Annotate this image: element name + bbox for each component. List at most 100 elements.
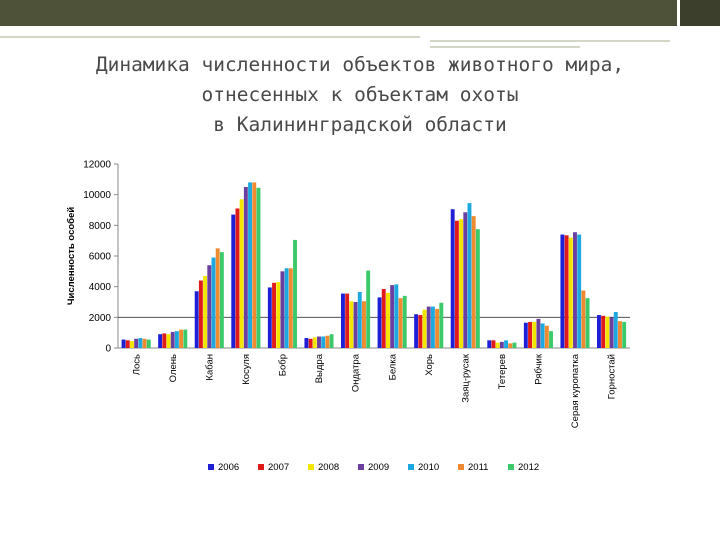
bar-2009 xyxy=(134,338,139,348)
legend-swatch xyxy=(458,464,464,470)
bar-2012 xyxy=(256,187,261,348)
bar-2008 xyxy=(385,292,390,348)
bar-2008 xyxy=(129,341,134,348)
legend-swatch xyxy=(358,464,364,470)
slide-top-bar xyxy=(0,0,720,26)
bar-2006 xyxy=(231,214,236,348)
slide-title: Динамика численности объектов животного … xyxy=(40,50,680,140)
bar-2012 xyxy=(512,342,517,348)
legend-label: 2008 xyxy=(318,462,339,473)
bar-2006 xyxy=(341,293,345,348)
x-tick-label: Заяц-русак xyxy=(460,353,471,403)
bar-2006 xyxy=(414,314,419,348)
legend-swatch xyxy=(258,464,264,470)
bar-2010 xyxy=(504,340,508,348)
legend-swatch xyxy=(508,464,514,470)
y-axis-title: Численность особей xyxy=(66,207,77,305)
bar-2011 xyxy=(398,298,403,348)
y-tick-label: 6000 xyxy=(89,252,112,263)
bar-2007 xyxy=(235,208,240,348)
bar-2010 xyxy=(540,323,545,348)
bar-2009 xyxy=(317,336,321,348)
bar-2008 xyxy=(349,301,354,348)
deco-line xyxy=(430,40,670,42)
bar-2008 xyxy=(568,237,573,348)
x-tick-label: Олень xyxy=(168,354,179,382)
bar-2010 xyxy=(613,311,618,348)
decorative-lines xyxy=(0,30,720,50)
top-bar-accent xyxy=(677,0,720,26)
bar-2010 xyxy=(394,284,399,348)
bar-2007 xyxy=(418,315,423,348)
title-line-1: Динамика численности объектов животного … xyxy=(95,53,625,76)
bar-2007 xyxy=(601,315,606,348)
bar-2008 xyxy=(459,219,464,348)
legend-label: 2009 xyxy=(368,462,389,473)
bar-2012 xyxy=(183,329,188,348)
legend: 2006 2007 2008 2009 2010 2011 2012 xyxy=(208,462,539,473)
x-tick-label: Рябчик xyxy=(534,353,545,385)
bar-2010 xyxy=(321,336,326,348)
bar-2007 xyxy=(381,288,386,348)
bar-2010 xyxy=(430,306,435,348)
bar-2006 xyxy=(121,339,126,348)
bar-2012 xyxy=(585,298,590,348)
bar-2006 xyxy=(158,334,163,348)
x-tick-label: Белка xyxy=(387,353,398,380)
bar-2011 xyxy=(142,338,147,348)
x-tick-label: Лось xyxy=(131,354,142,375)
bar-2012 xyxy=(475,229,480,348)
bar-2011 xyxy=(215,248,220,348)
bar-2009 xyxy=(170,331,175,348)
bar-2011 xyxy=(435,308,440,348)
title-line-3: в Калининградской области xyxy=(213,113,507,136)
bar-2006 xyxy=(450,209,455,348)
y-tick-label: 0 xyxy=(105,344,111,355)
bar-2007 xyxy=(162,333,167,348)
bar-2007 xyxy=(454,220,459,348)
bar-2009 xyxy=(463,212,468,348)
bar-2007 xyxy=(491,340,496,348)
bar-2009 xyxy=(353,302,358,348)
bar-2009 xyxy=(390,285,395,348)
bar-2009 xyxy=(536,318,541,348)
x-tick-label: Косуля xyxy=(241,354,252,385)
bar-2006 xyxy=(560,234,565,348)
bar-2007 xyxy=(198,280,203,348)
legend-label: 2006 xyxy=(218,462,239,473)
bars xyxy=(121,182,627,348)
bar-2012 xyxy=(293,239,297,348)
bar-chart: 0 2000 4000 6000 8000 10000 12000 Лось Олень Каб… xyxy=(66,160,630,473)
bar-2006 xyxy=(194,291,199,348)
y-tick-label: 8000 xyxy=(89,221,112,232)
y-tick-label: 12000 xyxy=(83,160,111,171)
bar-2009 xyxy=(573,232,577,348)
bar-2007 xyxy=(564,235,569,348)
bar-2011 xyxy=(362,301,366,348)
bar-2010 xyxy=(248,182,252,348)
bar-2010 xyxy=(138,338,143,348)
x-tick-label: Тетерев xyxy=(497,354,508,389)
legend-swatch xyxy=(208,464,214,470)
bar-2006 xyxy=(377,297,382,348)
bar-2007 xyxy=(308,338,313,348)
bar-2010 xyxy=(357,292,362,348)
x-tick-label: Ондатра xyxy=(351,353,362,392)
bar-2009 xyxy=(207,265,212,348)
bar-2010 xyxy=(577,234,582,348)
x-tick-label: Горностай xyxy=(607,354,618,399)
bar-2008 xyxy=(203,275,208,348)
bar-2012 xyxy=(549,331,553,348)
legend-label: 2011 xyxy=(468,462,488,473)
legend-swatch xyxy=(308,464,314,470)
bar-2010 xyxy=(467,203,472,348)
x-axis-labels: Лось Олень Кабан Косуля Бобр Выдра Ондатра Белк… xyxy=(131,353,617,428)
x-tick-label: Серая куропатка xyxy=(570,353,581,428)
bar-2010 xyxy=(211,257,216,348)
deco-line xyxy=(430,46,580,48)
bar-2010 xyxy=(174,331,179,348)
bar-2008 xyxy=(166,334,171,348)
bar-2009 xyxy=(280,271,285,348)
bar-2009 xyxy=(609,317,614,348)
bar-2012 xyxy=(219,252,224,348)
